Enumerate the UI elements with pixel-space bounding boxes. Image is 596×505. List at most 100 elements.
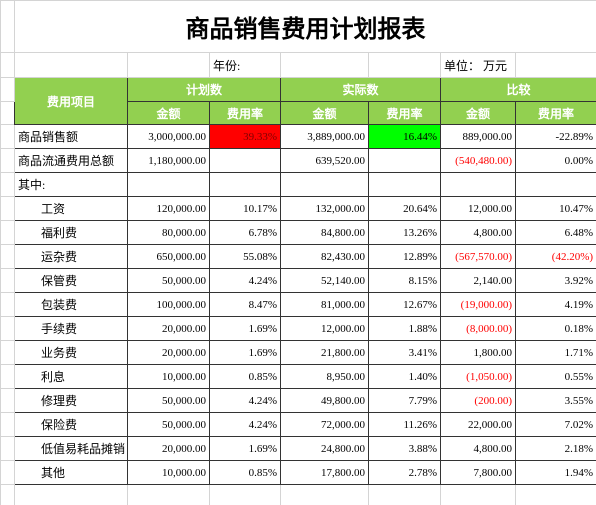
value-cell — [514, 172, 596, 197]
value-cell: (8,000.00) — [440, 316, 516, 341]
value-cell — [209, 172, 281, 197]
gutter — [0, 196, 15, 221]
cell — [514, 52, 596, 78]
row: 费用项目 计划数 实际数 比较 — [0, 77, 596, 125]
value-cell — [209, 148, 281, 173]
sub-header: 费用率 — [514, 101, 596, 125]
title: 商品销售费用计划报表 — [13, 0, 596, 53]
value-cell: 52,140.00 — [280, 268, 369, 293]
value-cell: 11.26% — [368, 412, 441, 437]
row: 修理费 50,000.00 4.24% 49,800.00 7.79% (200.00) 3… — [0, 388, 596, 413]
value-cell: 84,800.00 — [280, 220, 369, 245]
value-cell: (540,480.00) — [440, 148, 516, 173]
sub-header: 费用率 — [368, 101, 441, 125]
row: 保险费 50,000.00 4.24% 72,000.00 11.26% 22,000.0… — [0, 412, 596, 437]
row — [0, 484, 596, 505]
value-cell: 12.89% — [368, 244, 441, 269]
cell — [514, 484, 596, 505]
value-cell: 0.85% — [209, 460, 281, 485]
sub-header: 金额 — [127, 101, 210, 125]
value-cell: 80,000.00 — [127, 220, 210, 245]
row: 包装费 100,000.00 8.47% 81,000.00 12.67% (19,000… — [0, 292, 596, 317]
row: 保管费 50,000.00 4.24% 52,140.00 8.15% 2,140.00 3… — [0, 268, 596, 293]
gutter — [0, 292, 15, 317]
cell — [368, 52, 441, 78]
row: 利息 10,000.00 0.85% 8,950.00 1.40% (1,050.00) 0… — [0, 364, 596, 389]
value-cell: 16.44% — [368, 124, 441, 149]
value-cell: 132,000.00 — [280, 196, 369, 221]
value-cell: 8,950.00 — [280, 364, 369, 389]
group-header: 计划数 — [127, 77, 281, 102]
value-cell: 1,180,000.00 — [127, 148, 210, 173]
value-cell: 3,889,000.00 — [280, 124, 369, 149]
value-cell: 0.55% — [514, 364, 596, 389]
value-cell: 1,800.00 — [440, 340, 516, 365]
value-cell: 1.69% — [209, 340, 281, 365]
value-cell: 8.15% — [368, 268, 441, 293]
value-cell — [440, 172, 516, 197]
gutter — [0, 124, 15, 149]
value-cell — [280, 172, 369, 197]
gutter — [0, 268, 15, 293]
gutter — [0, 148, 15, 173]
gutter — [0, 77, 15, 102]
value-cell: 50,000.00 — [127, 388, 210, 413]
value-cell: 889,000.00 — [440, 124, 516, 149]
value-cell — [368, 148, 441, 173]
value-cell: (42.20%) — [514, 244, 596, 269]
value-cell: 4,800.00 — [440, 436, 516, 461]
group-header: 比较 — [439, 77, 596, 102]
value-cell: 4.24% — [209, 388, 281, 413]
row: 商品销售额 3,000,000.00 39.33% 3,889,000.00 16.44… — [0, 124, 596, 149]
value-cell: 650,000.00 — [127, 244, 210, 269]
value-cell — [368, 172, 441, 197]
value-cell: 7.79% — [368, 388, 441, 413]
value-cell: 7.02% — [514, 412, 596, 437]
value-cell: 81,000.00 — [280, 292, 369, 317]
value-cell: 24,800.00 — [280, 436, 369, 461]
value-cell: 1.40% — [368, 364, 441, 389]
row-label: 保管费 — [14, 268, 128, 293]
column-header: 费用项目 — [14, 77, 128, 125]
cell — [127, 52, 210, 78]
cell — [209, 484, 281, 505]
row: 手续费 20,000.00 1.69% 12,000.00 1.88% (8,000.00… — [0, 316, 596, 341]
value-cell: 0.85% — [209, 364, 281, 389]
value-cell: 2,140.00 — [440, 268, 516, 293]
cell — [0, 484, 15, 505]
unit-label: 单位： 万元 — [440, 52, 516, 78]
cell — [14, 52, 128, 78]
value-cell: 50,000.00 — [127, 268, 210, 293]
row-label: 其他 — [14, 460, 128, 485]
value-cell: 1.71% — [514, 340, 596, 365]
value-cell: 2.18% — [514, 436, 596, 461]
row-label: 商品流通费用总额 — [14, 148, 128, 173]
row: 其中: — [0, 172, 596, 197]
value-cell: (1,050.00) — [440, 364, 516, 389]
row-label: 其中: — [14, 172, 128, 197]
year-label: 年份: — [209, 52, 281, 78]
group-header: 实际数 — [280, 77, 441, 102]
value-cell: 639,520.00 — [280, 148, 369, 173]
row: 工资 120,000.00 10.17% 132,000.00 20.64% 12,000… — [0, 196, 596, 221]
gutter — [0, 316, 15, 341]
row-label: 工资 — [14, 196, 128, 221]
value-cell: 4.19% — [514, 292, 596, 317]
sub-header: 金额 — [280, 101, 369, 125]
row: 其他 10,000.00 0.85% 17,800.00 2.78% 7,800.00 1.… — [0, 460, 596, 485]
row: 商品销售费用计划报表 — [0, 0, 596, 53]
value-cell: 3.55% — [514, 388, 596, 413]
row: 运杂费 650,000.00 55.08% 82,430.00 12.89% (567,5… — [0, 244, 596, 269]
value-cell: 4,800.00 — [440, 220, 516, 245]
value-cell — [127, 172, 210, 197]
value-cell: 50,000.00 — [127, 412, 210, 437]
value-cell: 82,430.00 — [280, 244, 369, 269]
value-cell: 4.24% — [209, 412, 281, 437]
value-cell: 1.88% — [368, 316, 441, 341]
value-cell: 1.94% — [514, 460, 596, 485]
value-cell: 10,000.00 — [127, 460, 210, 485]
value-cell: 20,000.00 — [127, 316, 210, 341]
value-cell: 120,000.00 — [127, 196, 210, 221]
value-cell: (567,570.00) — [440, 244, 516, 269]
